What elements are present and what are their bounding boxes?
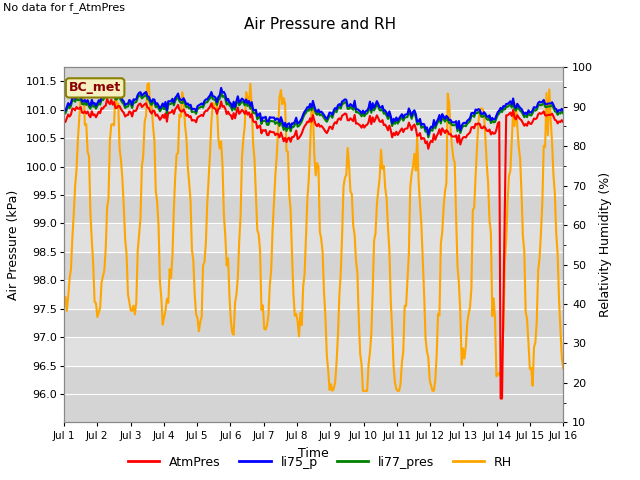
Bar xyxy=(64,138,563,167)
Bar xyxy=(64,366,563,394)
Y-axis label: Air Pressure (kPa): Air Pressure (kPa) xyxy=(7,190,20,300)
Bar xyxy=(64,224,563,252)
Bar xyxy=(64,337,563,366)
Bar xyxy=(64,252,563,280)
Legend: AtmPres, li75_p, li77_pres, RH: AtmPres, li75_p, li77_pres, RH xyxy=(123,451,517,474)
Bar xyxy=(64,82,563,110)
Bar xyxy=(64,167,563,195)
Bar xyxy=(64,195,563,224)
Y-axis label: Relativity Humidity (%): Relativity Humidity (%) xyxy=(599,172,612,317)
Text: Air Pressure and RH: Air Pressure and RH xyxy=(244,17,396,32)
Text: BC_met: BC_met xyxy=(69,82,121,95)
X-axis label: Time: Time xyxy=(298,447,329,460)
Bar xyxy=(64,280,563,309)
Bar xyxy=(64,309,563,337)
Text: No data for f_AtmPres: No data for f_AtmPres xyxy=(3,2,125,13)
Bar xyxy=(64,110,563,138)
